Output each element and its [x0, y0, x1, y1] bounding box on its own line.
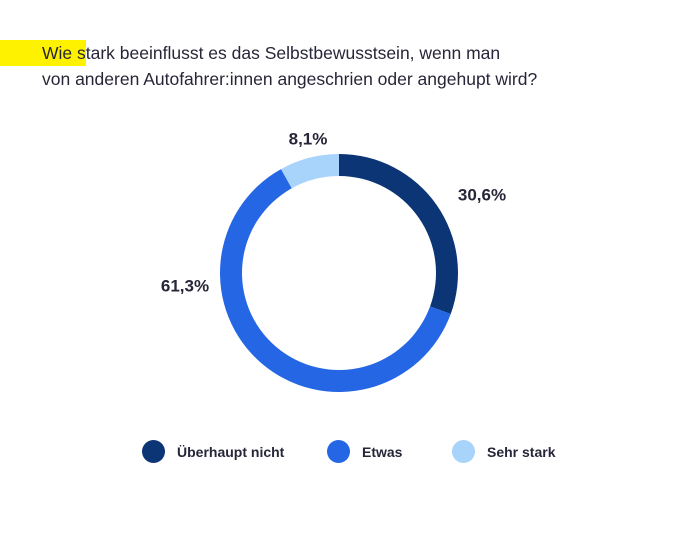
title-line-2: von anderen Autofahrer:innen angeschrien…	[42, 69, 538, 89]
legend-label-sehr-stark: Sehr stark	[487, 443, 556, 460]
legend-label-etwas: Etwas	[362, 443, 403, 460]
slice-ueberhaupt-nicht	[339, 154, 458, 315]
legend-label-ueberhaupt-nicht: Überhaupt nicht	[177, 443, 285, 460]
legend-swatch-ueberhaupt-nicht	[142, 440, 165, 463]
title-line-1: Wie stark beeinflusst es das Selbstbewus…	[42, 43, 501, 63]
legend-item-etwas: Etwas	[327, 440, 402, 463]
slice-sehr-stark	[281, 154, 339, 189]
legend-item-sehr-stark: Sehr stark	[452, 440, 555, 463]
title-highlight	[0, 40, 86, 66]
legend-item-ueberhaupt-nicht: Überhaupt nicht	[142, 440, 284, 463]
data-label-ueberhaupt-nicht: 30,6%	[458, 185, 506, 204]
legend-swatch-sehr-stark	[452, 440, 475, 463]
data-label-etwas: 61,3%	[161, 276, 209, 295]
chart-title: Wie stark beeinflusst es das Selbstbewus…	[42, 40, 642, 92]
legend: Überhaupt nicht Etwas Sehr stark	[0, 440, 690, 468]
data-label-sehr-stark: 8,1%	[289, 129, 328, 148]
legend-swatch-etwas	[327, 440, 350, 463]
